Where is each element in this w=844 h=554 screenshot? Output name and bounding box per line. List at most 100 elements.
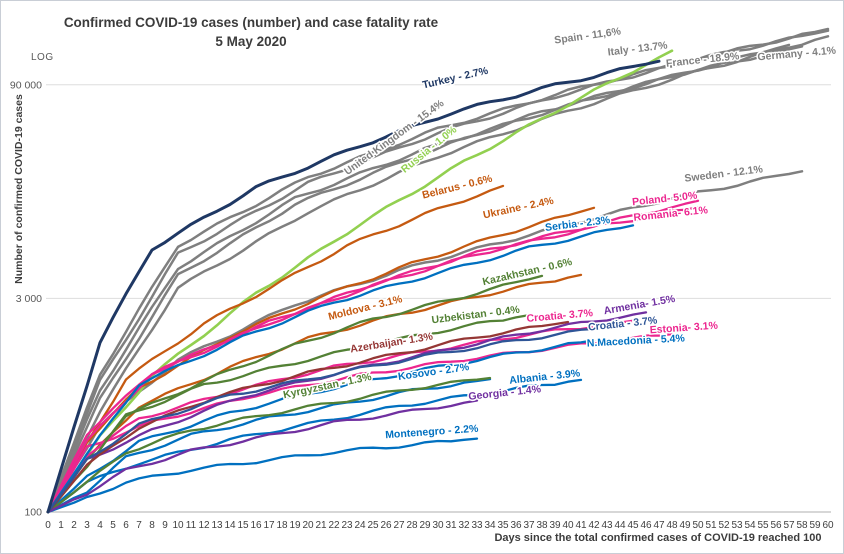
x-tick-60: 60	[822, 520, 834, 531]
x-tick-48: 48	[666, 520, 678, 531]
x-tick-9: 9	[162, 520, 168, 531]
series-label-n-macedonia: N.Macedonia - 5.4%	[587, 332, 686, 349]
x-tick-50: 50	[692, 520, 704, 531]
series-label-montenegro: Montenegro - 2.2%	[385, 423, 480, 442]
series-label-albania: Albania - 3.9%	[509, 367, 582, 386]
series-line-estonia	[46, 332, 674, 514]
x-tick-24: 24	[354, 520, 366, 531]
x-tick-14: 14	[224, 520, 236, 531]
series-line-belarus	[46, 184, 505, 514]
x-tick-23: 23	[341, 520, 353, 531]
x-tick-15: 15	[237, 520, 249, 531]
chart-title-block: Confirmed COVID-19 cases (number) and ca…	[31, 13, 471, 51]
x-tick-58: 58	[796, 520, 808, 531]
y-tick-3000: 3 000	[16, 293, 42, 305]
x-tick-0: 0	[45, 520, 51, 531]
series-label-germany: Germany - 4.1%	[757, 45, 837, 64]
x-tick-28: 28	[406, 520, 418, 531]
x-tick-5: 5	[110, 520, 116, 531]
x-tick-7: 7	[136, 520, 142, 531]
x-tick-39: 39	[549, 520, 561, 531]
y-axis-title: Number of confirmed COVID-19 cases	[13, 94, 25, 284]
x-tick-36: 36	[510, 520, 522, 531]
chart-date: 5 May 2020	[215, 34, 287, 49]
x-tick-57: 57	[783, 520, 795, 531]
series-line-croatia-2	[46, 325, 609, 514]
x-tick-59: 59	[809, 520, 821, 531]
series-line-russia	[46, 49, 674, 514]
x-tick-45: 45	[627, 520, 639, 531]
series-line-turkey	[46, 59, 661, 514]
x-tick-6: 6	[123, 520, 129, 531]
x-tick-46: 46	[640, 520, 652, 531]
x-tick-56: 56	[770, 520, 782, 531]
series-line-italy	[46, 29, 830, 514]
x-tick-31: 31	[445, 520, 457, 531]
series-line-uzbekistan	[46, 313, 531, 514]
x-tick-16: 16	[250, 520, 262, 531]
x-tick-40: 40	[562, 520, 574, 531]
x-tick-19: 19	[289, 520, 301, 531]
x-tick-2: 2	[71, 520, 77, 531]
x-tick-30: 30	[432, 520, 444, 531]
x-tick-17: 17	[263, 520, 275, 531]
x-tick-34: 34	[484, 520, 496, 531]
x-tick-44: 44	[614, 520, 626, 531]
x-tick-53: 53	[731, 520, 743, 531]
chart-title: Confirmed COVID-19 cases (number) and ca…	[63, 15, 439, 30]
x-tick-47: 47	[653, 520, 665, 531]
series-line-germany	[46, 45, 804, 514]
series-label-georgia: Georgia - 1.4%	[468, 383, 542, 403]
series-line-kyrgyzstan	[46, 376, 492, 514]
x-tick-54: 54	[744, 520, 756, 531]
x-tick-38: 38	[536, 520, 548, 531]
x-tick-33: 33	[471, 520, 483, 531]
x-axis-title: Days since the total confirmed cases of …	[494, 532, 822, 544]
series-line-azerbaijan	[46, 320, 570, 514]
x-tick-18: 18	[276, 520, 288, 531]
y-tick-90000: 90 000	[10, 79, 42, 91]
series-label-kosovo: Kosovo - 2.7%	[397, 361, 470, 383]
series-label-belarus: Belarus - 0.6%	[421, 172, 494, 201]
x-tick-12: 12	[198, 520, 210, 531]
x-tick-10: 10	[172, 520, 184, 531]
series-line-serbia	[46, 224, 635, 514]
series-line-georgia	[46, 399, 479, 514]
x-tick-8: 8	[149, 520, 155, 531]
x-tick-25: 25	[367, 520, 379, 531]
series-line-albania	[46, 378, 583, 514]
x-tick-41: 41	[575, 520, 587, 531]
y-tick-100: 100	[24, 507, 42, 519]
series-label-ukraine: Ukraine - 2.4%	[482, 195, 555, 222]
x-tick-49: 49	[679, 520, 691, 531]
x-tick-22: 22	[328, 520, 340, 531]
x-tick-3: 3	[84, 520, 90, 531]
x-tick-29: 29	[419, 520, 431, 531]
series-label-france: France - 18.9%	[665, 50, 740, 70]
x-tick-13: 13	[211, 520, 223, 531]
series-label-turkey: Turkey - 2.7%	[421, 65, 490, 92]
x-tick-51: 51	[705, 520, 717, 531]
x-tick-43: 43	[601, 520, 613, 531]
series-line-romania	[46, 206, 700, 514]
series-line-n-macedonia	[46, 339, 596, 514]
x-tick-26: 26	[380, 520, 392, 531]
series-label-spain: Spain - 11,6%	[554, 25, 623, 46]
x-tick-4: 4	[97, 520, 103, 531]
x-tick-1: 1	[58, 520, 64, 531]
series-label-croatia-2: Croatia - 3.7%	[588, 314, 659, 333]
x-tick-55: 55	[757, 520, 769, 531]
x-tick-11: 11	[186, 520, 197, 531]
x-tick-20: 20	[302, 520, 314, 531]
series-line-montenegro	[46, 437, 479, 514]
x-tick-52: 52	[718, 520, 730, 531]
x-tick-21: 21	[315, 520, 327, 531]
x-tick-35: 35	[497, 520, 509, 531]
x-tick-42: 42	[588, 520, 600, 531]
series-label-moldova: Moldova - 3.1%	[327, 293, 404, 323]
x-tick-32: 32	[458, 520, 470, 531]
x-tick-37: 37	[523, 520, 535, 531]
x-tick-27: 27	[393, 520, 405, 531]
